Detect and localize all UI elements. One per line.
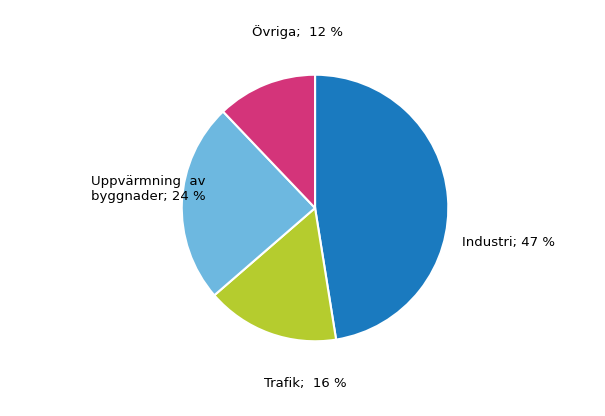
Text: Industri; 47 %: Industri; 47 %	[462, 236, 555, 249]
Text: Övriga;  12 %: Övriga; 12 %	[252, 25, 343, 39]
Wedge shape	[182, 111, 315, 295]
Wedge shape	[214, 208, 336, 341]
Text: Uppvärmning  av
byggnader; 24 %: Uppvärmning av byggnader; 24 %	[91, 175, 206, 203]
Wedge shape	[223, 75, 315, 208]
Text: Trafik;  16 %: Trafik; 16 %	[264, 377, 347, 390]
Wedge shape	[315, 75, 448, 339]
